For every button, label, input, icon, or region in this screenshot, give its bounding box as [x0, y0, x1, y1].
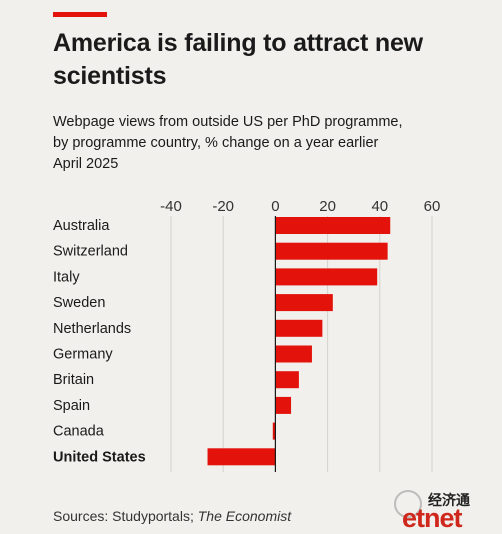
bar	[275, 242, 388, 260]
x-tick-label: 0	[271, 198, 279, 215]
chart-title: America is failing to attract new scient…	[53, 29, 423, 90]
bar	[275, 345, 312, 363]
source-italic: The Economist	[197, 508, 292, 524]
x-tick-label: -40	[160, 198, 182, 215]
chart-subtitle: Webpage views from outside US per PhD pr…	[53, 112, 493, 175]
category-label: Canada	[53, 424, 105, 440]
source-prefix: Sources: Studyportals;	[53, 508, 198, 524]
x-tick-label: 20	[319, 198, 336, 215]
category-label: Britain	[53, 372, 94, 388]
category-label: Italy	[53, 269, 80, 285]
category-label: Sweden	[53, 295, 105, 311]
category-label: Netherlands	[53, 321, 131, 337]
watermark-logo: 经济通 etnet	[394, 490, 494, 533]
bar	[275, 396, 292, 414]
subtitle-line-1: Webpage views from outside US per PhD pr…	[53, 114, 403, 130]
x-tick-label: 60	[424, 198, 441, 215]
category-label: United States	[53, 449, 146, 465]
watermark-ring-icon	[394, 490, 422, 518]
bar	[275, 217, 391, 234]
watermark-cn-text: 经济通	[428, 493, 470, 509]
category-label: Spain	[53, 398, 90, 414]
bar	[207, 448, 276, 466]
source-note: Sources: Studyportals; The Economist	[53, 508, 291, 524]
bar	[275, 371, 299, 389]
subtitle-line-2: by programme country, % change on a year…	[53, 135, 379, 151]
bar	[275, 319, 323, 337]
subtitle-line-3: April 2025	[53, 156, 119, 172]
category-label: Switzerland	[53, 244, 128, 260]
category-label: Germany	[53, 347, 113, 363]
category-label: Australia	[53, 218, 110, 234]
bar	[275, 268, 378, 286]
watermark-en-text: etnet	[402, 503, 463, 533]
x-tick-label: -20	[212, 198, 234, 215]
brand-accent-bar	[53, 12, 107, 17]
x-tick-label: 40	[371, 198, 388, 215]
bar	[275, 294, 333, 312]
bar	[272, 422, 276, 440]
